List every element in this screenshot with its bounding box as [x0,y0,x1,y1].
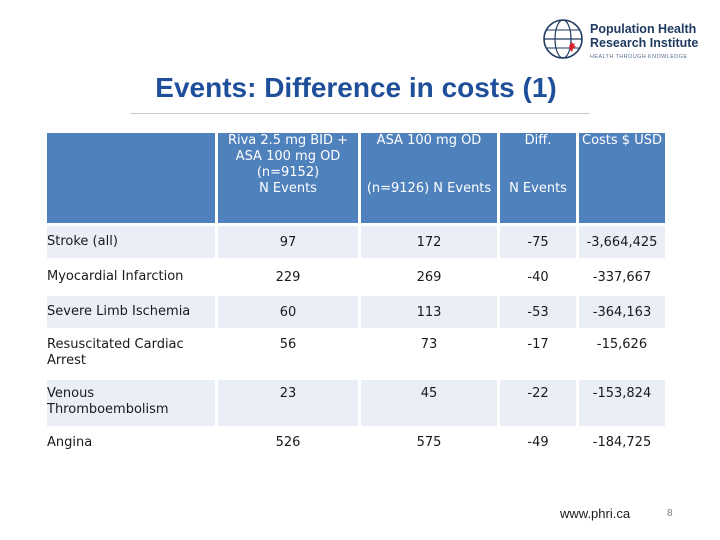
diff-cell: -53 [500,296,576,328]
phri-logo: Population Health Research Institute HEA… [542,16,712,62]
table-row: Myocardial Infarction 229 269 -40 -337,6… [47,261,665,293]
header-costs: Costs $ USD [579,133,665,223]
header-riva-line2: N Events [259,181,317,196]
slide-title: Events: Difference in costs (1) [155,72,557,103]
diff-cell: -17 [500,331,576,377]
table-row: Angina 526 575 -49 -184,725 [47,429,665,467]
asa-events-cell: 73 [361,331,497,377]
diff-cell: -40 [500,261,576,293]
cost-cell: -337,667 [579,261,665,293]
row-label: Resuscitated Cardiac Arrest [47,331,215,377]
riva-events-cell: 23 [218,380,358,426]
table-row: Severe Limb Ischemia 60 113 -53 -364,163 [47,296,665,328]
header-asa-line1: ASA 100 mg OD [376,133,482,148]
cost-cell: -3,664,425 [579,226,665,258]
row-label: Stroke (all) [47,226,215,258]
header-asa-line2: (n=9126) N Events [366,181,492,196]
row-label: Angina [47,429,215,467]
row-label: Venous Thromboembolism [47,380,215,426]
header-blank-cell [47,133,215,223]
table-row: Venous Thromboembolism 23 45 -22 -153,82… [47,380,665,426]
table-row: Resuscitated Cardiac Arrest 56 73 -17 -1… [47,331,665,377]
table-row: Stroke (all) 97 172 -75 -3,664,425 [47,226,665,258]
riva-events-cell: 60 [218,296,358,328]
logo-line-2: Research Institute [590,36,699,50]
footer-url: www.phri.ca [560,506,631,521]
header-row: Riva 2.5 mg BID + ASA 100 mg OD (n=9152)… [47,133,665,223]
diff-cell: -49 [500,429,576,467]
globe-icon [543,19,583,59]
header-diff-line1: Diff. [524,133,552,148]
logo-line-1: Population Health [590,22,697,36]
header-riva: Riva 2.5 mg BID + ASA 100 mg OD (n=9152)… [218,133,358,223]
logo-wordmark: Population Health Research Institute [590,22,698,50]
header-diff: Diff. N Events [500,133,576,223]
header-riva-line1: Riva 2.5 mg BID + ASA 100 mg OD (n=9152) [227,133,349,180]
header-diff-line2: N Events [509,181,567,196]
events-cost-table: Riva 2.5 mg BID + ASA 100 mg OD (n=9152)… [44,130,668,470]
cost-cell: -364,163 [579,296,665,328]
header-asa: ASA 100 mg OD (n=9126) N Events [361,133,497,223]
asa-events-cell: 575 [361,429,497,467]
diff-cell: -75 [500,226,576,258]
riva-events-cell: 97 [218,226,358,258]
title-divider [130,113,590,114]
row-label: Myocardial Infarction [47,261,215,293]
cost-cell: -15,626 [579,331,665,377]
logo-tagline: HEALTH THROUGH KNOWLEDGE [590,54,688,60]
diff-cell: -22 [500,380,576,426]
cost-cell: -153,824 [579,380,665,426]
header-costs-line1: Costs $ USD [582,133,662,148]
cost-cell: -184,725 [579,429,665,467]
asa-events-cell: 45 [361,380,497,426]
asa-events-cell: 172 [361,226,497,258]
row-label: Severe Limb Ischemia [47,296,215,328]
asa-events-cell: 269 [361,261,497,293]
riva-events-cell: 56 [218,331,358,377]
riva-events-cell: 526 [218,429,358,467]
asa-events-cell: 113 [361,296,497,328]
riva-events-cell: 229 [218,261,358,293]
page-number: 8 [667,508,673,519]
